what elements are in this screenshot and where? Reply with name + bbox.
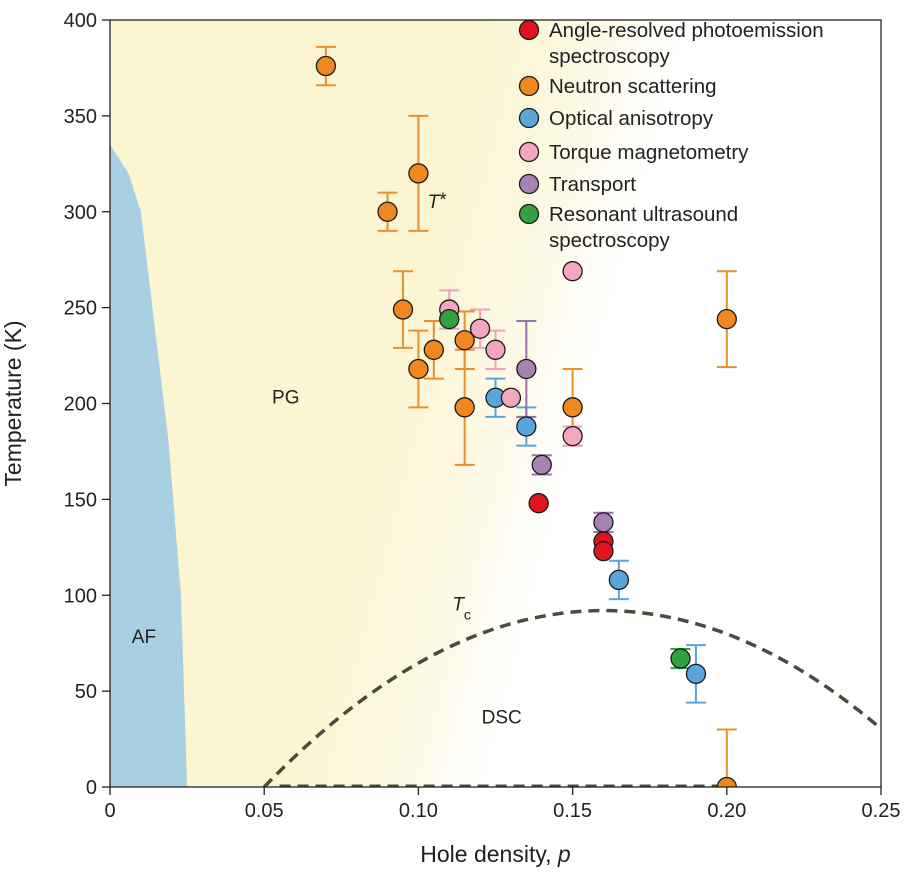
annotation-tc: Tc (452, 595, 471, 623)
data-point-torque-magnetometry (469, 318, 491, 339)
x-tick-label: 0.10 (399, 800, 438, 822)
legend: Angle-resolved photoemission spectroscopy… (518, 19, 824, 252)
data-point-neutron-scattering (315, 55, 337, 77)
legend-item: Torque magnetometry (518, 141, 749, 164)
region-label-pg: PG (272, 388, 299, 409)
y-tick-label: 300 (64, 202, 97, 224)
data-point-neutron-scattering (392, 299, 414, 320)
tc-dome-line (262, 608, 881, 787)
y-tick-label: 350 (64, 106, 97, 128)
y-tick-label: 400 (64, 10, 97, 32)
axes: 0 50 100 150 200 250 300 350 400 0 0.05 0.10 0.15 0.2… (0, 10, 900, 867)
data-point-torque-magnetometry (562, 261, 583, 282)
legend-label: Angle-resolved photoemission (549, 19, 824, 42)
data-point-transport (593, 512, 614, 533)
data-point-neutron-scattering (423, 339, 444, 360)
data-point-resonant-ultrasound-spectroscopy (439, 308, 460, 330)
x-tick-label: 0 (104, 800, 115, 822)
legend-item: Optical anisotropy (518, 107, 714, 130)
af-region (110, 144, 188, 787)
legend-label: Resonant ultrasound (549, 203, 738, 226)
y-tick-label: 150 (64, 489, 97, 511)
legend-marker (518, 141, 540, 163)
legend-label: Transport (549, 173, 636, 196)
y-tick-label: 200 (64, 394, 97, 416)
data-point-neutron-scattering (562, 397, 583, 418)
x-tick-label: 0.05 (245, 800, 284, 822)
legend-label: Torque magnetometry (549, 141, 749, 164)
plot-area (110, 20, 881, 787)
data-point-transport (516, 358, 537, 380)
y-tick-label: 250 (64, 298, 97, 320)
legend-label: Neutron scattering (549, 75, 717, 98)
data-point-transport (531, 454, 552, 476)
data-point-neutron-scattering (377, 201, 398, 222)
data-point-optical-anisotropy (685, 663, 707, 685)
x-tick-label: 0.15 (553, 800, 592, 822)
y-tick-label: 0 (86, 777, 97, 799)
legend-marker (518, 19, 540, 41)
annotations: AF PG DSC T* Tc (132, 190, 522, 729)
region-label-dsc: DSC (482, 708, 522, 729)
data-point-neutron-scattering (454, 330, 475, 351)
data-point-neutron-scattering (716, 776, 737, 787)
data-point-neutron-scattering (408, 358, 429, 380)
legend-marker (518, 107, 540, 129)
data-point-resonant-ultrasound-spectroscopy (670, 648, 691, 669)
legend-marker (518, 203, 540, 225)
legend-label: spectroscopy (549, 45, 671, 68)
y-tick-label: 100 (64, 585, 97, 607)
legend-item: Resonant ultrasound spectroscopy (518, 203, 738, 252)
data-point-neutron-scattering (716, 308, 737, 330)
y-axis-title: Temperature (K) (0, 320, 26, 486)
x-tick-label: 0.25 (862, 800, 901, 822)
data-point-optical-anisotropy (608, 569, 630, 591)
legend-label: spectroscopy (549, 229, 671, 252)
region-label-af: AF (132, 627, 156, 648)
legend-label: Optical anisotropy (549, 107, 714, 130)
legend-marker (518, 75, 540, 97)
x-axis-title: Hole density, p (420, 841, 571, 867)
data-point-optical-anisotropy (516, 416, 537, 437)
legend-marker (518, 173, 540, 195)
data-point-torque-magnetometry (500, 387, 522, 408)
data-point-neutron-scattering (454, 397, 475, 418)
data-point-neutron-scattering (408, 163, 429, 184)
data-point-angle-resolved-photoemission-spectroscopy (528, 493, 549, 514)
error-bar (716, 728, 737, 787)
y-tick-label: 50 (75, 681, 97, 703)
data-point-torque-magnetometry (562, 425, 583, 447)
annotation-t-star: T* (428, 190, 448, 213)
legend-item: Transport (518, 173, 636, 196)
data-point-angle-resolved-photoemission-spectroscopy (593, 540, 614, 562)
legend-item: Angle-resolved photoemission spectroscopy (518, 19, 824, 68)
x-tick-label: 0.20 (707, 800, 746, 822)
legend-item: Neutron scattering (518, 75, 717, 98)
data-point-torque-magnetometry (485, 339, 506, 360)
